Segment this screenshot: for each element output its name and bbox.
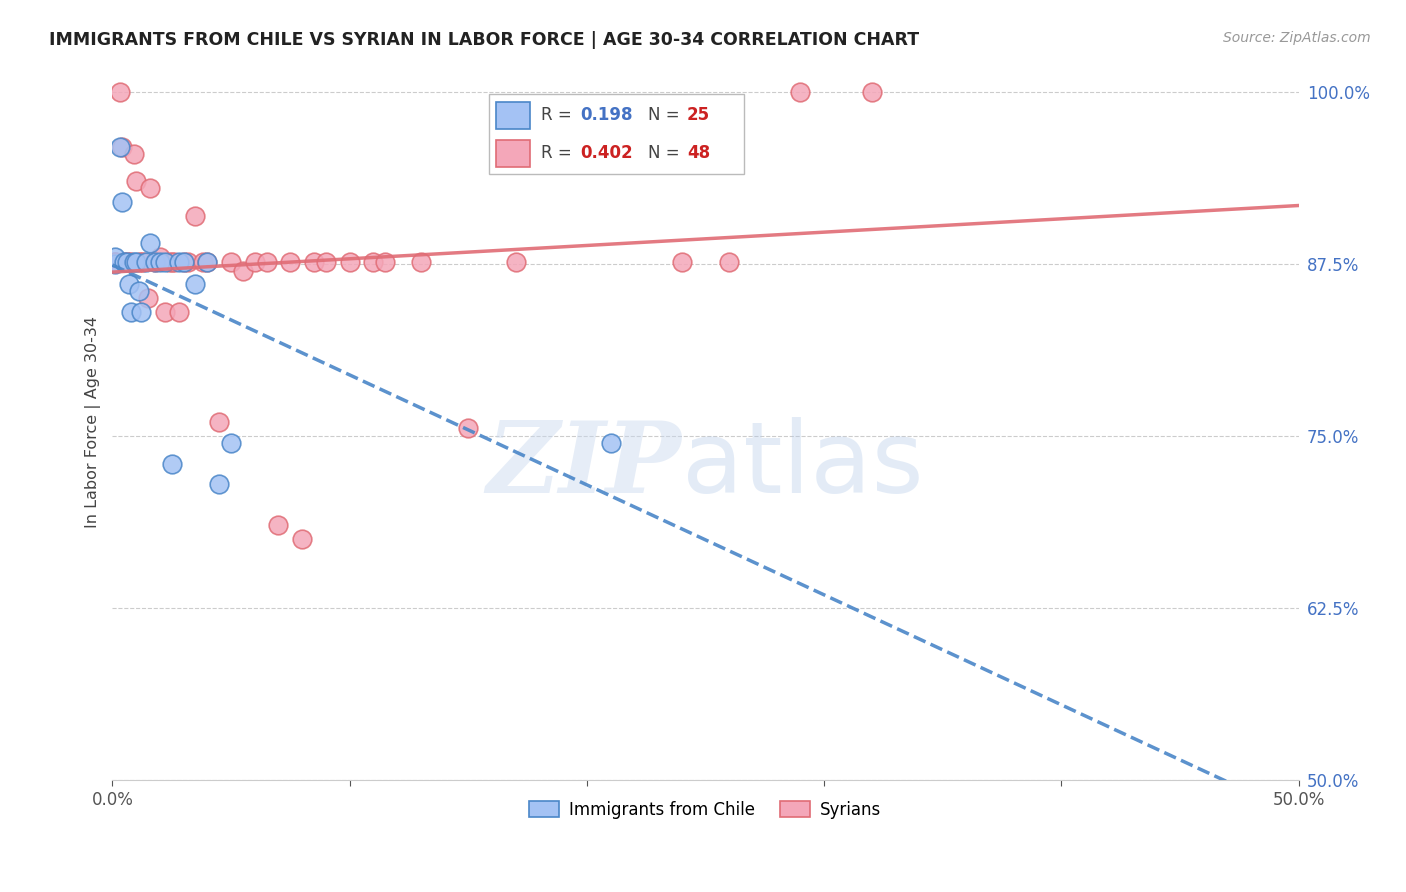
- Point: [163, 255, 186, 269]
- Point: [291, 533, 314, 547]
- Y-axis label: In Labor Force | Age 30-34: In Labor Force | Age 30-34: [86, 316, 101, 528]
- Point: [789, 85, 811, 99]
- Point: [108, 85, 131, 99]
- Point: [122, 146, 145, 161]
- Point: [208, 477, 231, 491]
- Point: [139, 236, 162, 251]
- Point: [718, 255, 741, 269]
- Text: IMMIGRANTS FROM CHILE VS SYRIAN IN LABOR FORCE | AGE 30-34 CORRELATION CHART: IMMIGRANTS FROM CHILE VS SYRIAN IN LABOR…: [49, 31, 920, 49]
- Text: Source: ZipAtlas.com: Source: ZipAtlas.com: [1223, 31, 1371, 45]
- Point: [671, 255, 693, 269]
- Point: [149, 250, 172, 264]
- Point: [115, 255, 138, 269]
- Point: [153, 305, 176, 319]
- Point: [173, 255, 195, 269]
- Point: [256, 255, 278, 269]
- Point: [104, 255, 127, 269]
- Point: [505, 255, 527, 269]
- Point: [118, 277, 141, 292]
- Text: ZIP: ZIP: [486, 417, 682, 514]
- Point: [143, 255, 166, 269]
- Point: [129, 255, 152, 269]
- Point: [191, 255, 214, 269]
- Point: [111, 139, 134, 153]
- Point: [104, 257, 127, 271]
- Point: [120, 305, 142, 319]
- Point: [173, 255, 195, 269]
- Point: [315, 255, 337, 269]
- Point: [219, 435, 242, 450]
- Point: [184, 209, 207, 223]
- Point: [112, 255, 135, 269]
- Point: [112, 255, 135, 269]
- Point: [136, 291, 159, 305]
- Text: atlas: atlas: [682, 417, 924, 514]
- Point: [149, 255, 172, 269]
- Point: [409, 255, 432, 269]
- Point: [184, 277, 207, 292]
- Point: [278, 255, 301, 269]
- Point: [153, 255, 176, 269]
- Point: [374, 255, 396, 269]
- Point: [125, 174, 148, 188]
- Point: [208, 415, 231, 429]
- Point: [160, 255, 183, 269]
- Point: [108, 139, 131, 153]
- Point: [160, 457, 183, 471]
- Point: [457, 420, 479, 434]
- Point: [115, 255, 138, 269]
- Point: [302, 255, 325, 269]
- Point: [128, 255, 150, 269]
- Point: [195, 255, 218, 269]
- Point: [157, 255, 180, 269]
- Point: [177, 255, 200, 269]
- Point: [129, 305, 152, 319]
- Point: [111, 194, 134, 209]
- Point: [599, 435, 621, 450]
- Point: [132, 255, 155, 269]
- Point: [104, 255, 127, 269]
- Point: [104, 255, 127, 269]
- Point: [104, 250, 127, 264]
- Point: [139, 181, 162, 195]
- Point: [363, 255, 385, 269]
- Point: [267, 518, 290, 533]
- Point: [143, 255, 166, 269]
- Point: [135, 255, 157, 269]
- Point: [339, 255, 361, 269]
- Point: [120, 255, 142, 269]
- Point: [167, 305, 190, 319]
- Point: [195, 255, 218, 269]
- Legend: Immigrants from Chile, Syrians: Immigrants from Chile, Syrians: [523, 795, 889, 826]
- Point: [128, 285, 150, 299]
- Point: [125, 255, 148, 269]
- Point: [219, 255, 242, 269]
- Point: [118, 255, 141, 269]
- Point: [243, 255, 266, 269]
- Point: [167, 255, 190, 269]
- Point: [232, 263, 254, 277]
- Point: [860, 85, 883, 99]
- Point: [122, 255, 145, 269]
